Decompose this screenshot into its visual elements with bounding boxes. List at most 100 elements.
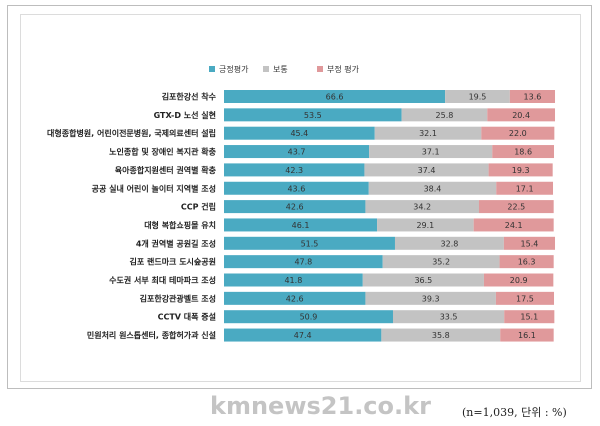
bar-segment: [499, 255, 554, 269]
legend-label: 보통: [273, 65, 288, 74]
data-label: 41.8: [284, 276, 302, 285]
bar-segment: [481, 126, 555, 140]
legend-label: 부정 평가: [327, 64, 360, 74]
data-label: 34.2: [413, 203, 431, 212]
data-label: 43.6: [287, 184, 305, 193]
bar-segment: [492, 145, 555, 159]
bar-segment: [364, 163, 489, 177]
chart-legend: 긍정평가 보통 부정 평가: [209, 64, 360, 74]
category-label: CCTV 대폭 증설: [158, 312, 216, 322]
bar-segment: [224, 310, 393, 324]
bar-segment: [473, 218, 554, 232]
data-label: 46.1: [292, 221, 310, 230]
category-label: 김포 랜드마크 도시숲공원: [129, 257, 216, 267]
chart-frame: [7, 5, 592, 389]
bar-segment: [224, 90, 446, 103]
data-label: 22.0: [509, 129, 527, 138]
data-label: 16.1: [518, 331, 536, 340]
legend-swatch: [263, 66, 269, 72]
bar-segment: [224, 145, 370, 159]
bar-segment: [495, 291, 555, 305]
data-label: 42.6: [286, 203, 304, 212]
category-label: 수도권 서부 최대 테마파크 조성: [109, 275, 216, 285]
data-label: 42.6: [286, 294, 304, 303]
data-label: 39.3: [422, 294, 440, 303]
data-label: 51.5: [301, 239, 319, 248]
category-label: 노인종합 및 장애인 복지관 확충: [109, 147, 216, 157]
legend-swatch: [317, 66, 323, 72]
bar-segment: [224, 218, 378, 232]
bar-segment: [224, 236, 395, 250]
bar-segment: [224, 181, 369, 195]
legend-swatch: [209, 66, 215, 72]
data-label: 47.8: [294, 258, 312, 267]
bar-segment: [483, 273, 554, 287]
data-label: 53.5: [304, 111, 322, 120]
data-label: 17.1: [516, 184, 534, 193]
data-label: 19.5: [469, 93, 487, 102]
data-label: 15.1: [520, 313, 538, 322]
category-label: 육아종합지원센터 권역별 확충: [115, 165, 217, 175]
data-label: 29.1: [416, 221, 434, 230]
category-label: 대형 복합쇼핑몰 유치: [144, 220, 216, 230]
data-label: 25.8: [436, 111, 454, 120]
data-label: 35.2: [432, 258, 450, 267]
bar-segment: [500, 328, 554, 342]
data-label: 32.8: [441, 239, 459, 248]
legend-label: 긍정평가: [219, 64, 249, 74]
bar-segment: [488, 163, 553, 177]
category-label: 4개 권역별 공원길 조성: [136, 238, 216, 248]
bar-segment: [368, 181, 497, 195]
bar-segment: [365, 291, 496, 305]
data-label: 43.7: [288, 148, 306, 157]
category-label: 공공 실내 어린이 놀이터 지역별 조성: [92, 183, 216, 193]
bar-segment: [369, 145, 493, 159]
data-label: 17.5: [516, 294, 534, 303]
category-label: 민원처리 원스톱센터, 종합허가과 신설: [87, 330, 216, 340]
bar-segment: [478, 200, 554, 214]
bar-segment: [374, 126, 482, 140]
data-label: 22.5: [507, 203, 525, 212]
data-label: 13.6: [524, 93, 542, 102]
category-label: GTX-D 노선 실현: [154, 110, 216, 120]
data-label: 20.9: [510, 276, 528, 285]
bar-segment: [224, 291, 366, 305]
data-label: 32.1: [419, 129, 437, 138]
data-label: 15.4: [521, 239, 539, 248]
watermark: kmnews21.co.kr: [210, 392, 431, 420]
bar-segment: [224, 163, 365, 177]
data-label: 38.4: [424, 184, 442, 193]
bar-segment: [224, 255, 383, 269]
data-label: 42.3: [285, 166, 303, 175]
data-label: 36.5: [414, 276, 432, 285]
data-label: 50.9: [300, 313, 318, 322]
bar-segment: [509, 90, 556, 103]
data-label: 16.3: [518, 258, 536, 267]
bar-segment: [496, 181, 554, 195]
bar-segment: [224, 126, 375, 140]
bar-segment: [394, 236, 504, 250]
data-label: 35.8: [432, 331, 450, 340]
sample-note: (n=1,039, 단위 : %): [462, 406, 567, 419]
data-label: 20.4: [512, 111, 530, 120]
bar-segment: [445, 90, 510, 103]
data-label: 19.3: [512, 166, 530, 175]
data-label: 37.4: [418, 166, 436, 175]
data-label: 37.1: [422, 148, 440, 157]
bar-segment: [401, 108, 488, 122]
bar-segment: [382, 255, 500, 269]
data-label: 45.4: [290, 129, 308, 138]
bar-group: 66.6 19.5 13.6 53.5 25.8 20.4 45.4 32.1 22.0 43.7…: [224, 90, 556, 342]
bar-segment: [487, 108, 556, 122]
category-label: 김포한강관광벨트 조성: [140, 293, 216, 303]
bar-segment: [503, 236, 556, 250]
bar-segment: [224, 328, 382, 342]
category-label: CCP 건립: [181, 202, 216, 212]
bar-segment: [362, 273, 484, 287]
bar-segment: [381, 328, 501, 342]
data-label: 33.5: [440, 313, 458, 322]
data-label: 18.6: [514, 148, 532, 157]
bar-segment: [504, 310, 555, 324]
